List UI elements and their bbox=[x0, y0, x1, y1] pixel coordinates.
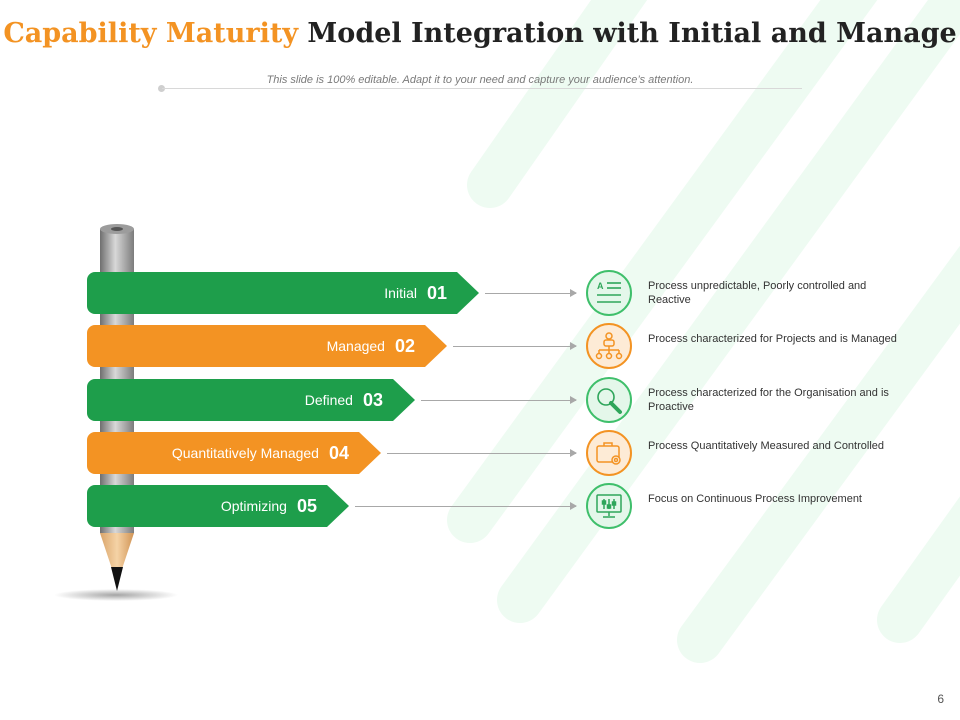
level-ribbon-body: Optimizing 05 bbox=[87, 485, 349, 527]
level-ribbon-body: Defined 03 bbox=[87, 379, 415, 421]
briefcase-gear-icon bbox=[586, 430, 632, 476]
text-list-icon: A bbox=[586, 270, 632, 316]
level-number: 02 bbox=[394, 335, 415, 356]
org-chart-icon bbox=[586, 323, 632, 369]
level-description: Process characterized for the Organisati… bbox=[648, 387, 889, 413]
level-description: Process Quantitatively Measured and Cont… bbox=[648, 440, 885, 452]
level-number: 01 bbox=[426, 282, 447, 303]
level-ribbon: Managed 02 bbox=[87, 325, 447, 367]
level-label: Initial bbox=[384, 285, 417, 301]
subtitle-divider bbox=[162, 88, 802, 89]
connector-arrow bbox=[421, 396, 577, 404]
level-ribbon: Quantitatively Managed 04 bbox=[87, 432, 381, 474]
level-ribbon-body: Initial 01 bbox=[87, 272, 479, 314]
level-ribbon-body: Managed 02 bbox=[87, 325, 447, 367]
level-ribbon: Defined 03 bbox=[87, 379, 415, 421]
page-subtitle: This slide is 100% editable. Adapt it to… bbox=[266, 74, 694, 86]
level-label: Defined bbox=[304, 392, 353, 408]
level-label: Managed bbox=[326, 338, 385, 354]
level-label: Quantitatively Managed bbox=[171, 445, 319, 461]
magnifier-icon bbox=[586, 377, 632, 423]
connector-arrow bbox=[453, 342, 577, 350]
level-ribbon: Optimizing 05 bbox=[87, 485, 349, 527]
page-number: 6 bbox=[937, 692, 944, 706]
connector-arrow bbox=[387, 449, 577, 457]
level-ribbon: Initial 01 bbox=[87, 272, 479, 314]
level-label: Optimizing bbox=[220, 498, 287, 514]
title-accent: Capability Maturity bbox=[3, 18, 299, 49]
subtitle-dot bbox=[158, 85, 165, 92]
svg-text:A: A bbox=[597, 281, 604, 291]
level-number: 04 bbox=[328, 442, 349, 463]
level-number: 03 bbox=[362, 389, 383, 410]
connector-arrow bbox=[355, 502, 577, 510]
connector-arrow bbox=[485, 289, 577, 297]
level-number: 05 bbox=[296, 495, 317, 516]
title-rest: Model Integration with Initial and Manag… bbox=[307, 18, 957, 49]
monitor-sliders-icon bbox=[586, 483, 632, 529]
page-title: Capability Maturity Model Integration wi… bbox=[0, 18, 960, 49]
level-description: Process characterized for Projects and i… bbox=[648, 333, 897, 345]
level-ribbon-body: Quantitatively Managed 04 bbox=[87, 432, 381, 474]
level-description: Focus on Continuous Process Improvement bbox=[648, 493, 862, 505]
level-description: Process unpredictable, Poorly controlled… bbox=[648, 280, 867, 306]
